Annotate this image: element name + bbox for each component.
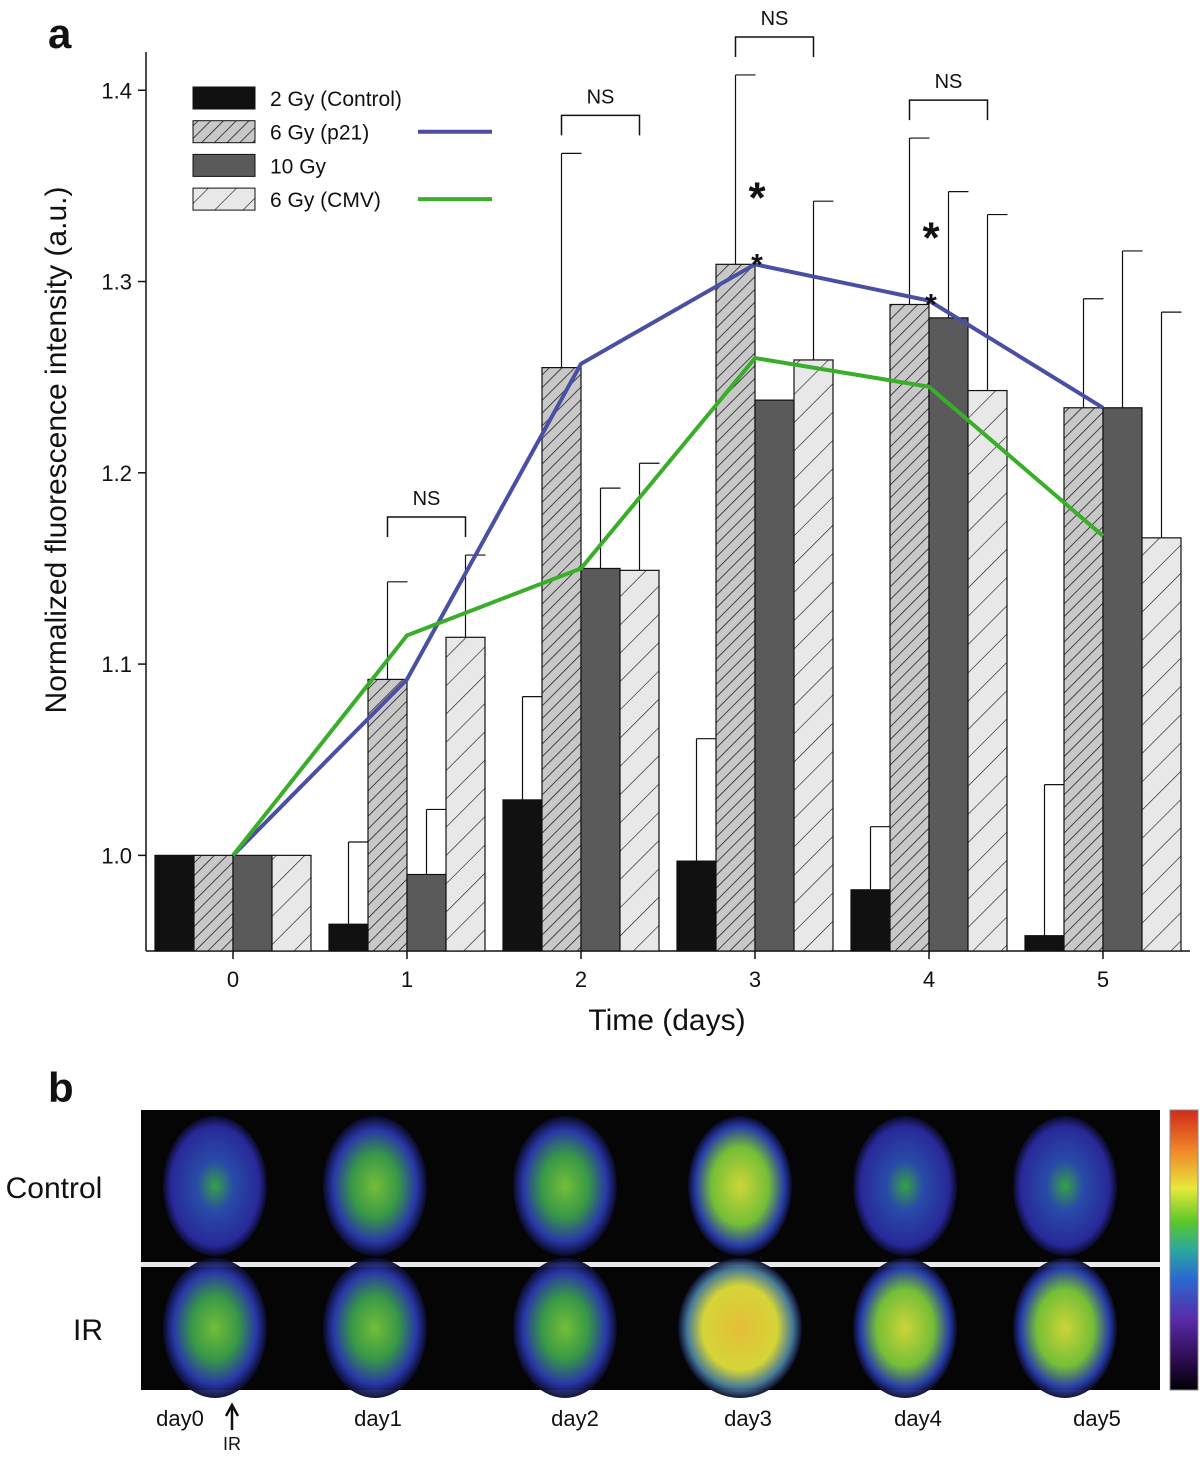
ns-bracket: [560, 114, 641, 136]
ir-arrow: [224, 1402, 240, 1430]
legend-label: 2 Gy (Control): [270, 88, 402, 111]
day-label: day1: [354, 1406, 402, 1431]
ns-label: NS: [761, 8, 789, 30]
image-divider: [141, 1262, 1160, 1267]
legend-label: 10 Gy: [270, 155, 327, 178]
x-tick-label: 0: [227, 967, 239, 992]
bar: [541, 367, 582, 952]
image-cell: [853, 1258, 957, 1398]
legend-swatch: [192, 86, 256, 110]
ns-label: NS: [935, 71, 963, 93]
bar: [889, 303, 930, 952]
significance-star: *: [748, 173, 766, 222]
legend-swatch: [192, 120, 256, 144]
legend-swatch: [192, 187, 256, 211]
y-tick-label: 1.2: [101, 461, 132, 486]
colorbar: [1169, 1109, 1199, 1391]
bar: [754, 399, 795, 952]
image-cell: [323, 1258, 427, 1398]
image-cell: [853, 1116, 957, 1256]
legend-swatch: [192, 153, 256, 177]
bar: [445, 636, 486, 952]
day-label: day4: [894, 1406, 942, 1431]
image-cell: [678, 1258, 802, 1398]
bar: [154, 854, 195, 952]
y-tick-label: 1.4: [101, 78, 132, 103]
bar: [793, 359, 834, 952]
day-label: day5: [1073, 1406, 1121, 1431]
bar: [1063, 407, 1104, 952]
bar: [1102, 407, 1143, 952]
image-cell: [513, 1258, 617, 1398]
bar: [850, 889, 891, 952]
image-cell: [323, 1116, 427, 1256]
y-tick-label: 1.0: [101, 843, 132, 868]
day-label: day3: [724, 1406, 772, 1431]
panel-label: a: [48, 10, 72, 57]
bar: [232, 854, 273, 952]
bar: [676, 860, 717, 952]
bar: [967, 389, 1008, 952]
x-tick-label: 1: [401, 967, 413, 992]
bar: [406, 873, 447, 952]
day-label: day0: [156, 1406, 204, 1431]
bar: [580, 567, 621, 952]
panel-label: b: [48, 1064, 74, 1111]
y-tick-label: 1.1: [101, 652, 132, 677]
significance-star: *: [751, 248, 763, 281]
row-label: IR: [73, 1314, 103, 1347]
image-cell: [163, 1116, 267, 1256]
image-cell: [163, 1258, 267, 1398]
ns-label: NS: [413, 488, 441, 510]
y-tick-label: 1.3: [101, 270, 132, 295]
trend-line: [231, 355, 1105, 857]
x-axis-title: Time (days): [588, 1004, 745, 1037]
image-cell: [688, 1116, 792, 1256]
image-cell: [1013, 1258, 1117, 1398]
x-tick-label: 2: [575, 967, 587, 992]
x-tick-label: 3: [749, 967, 761, 992]
ns-bracket: [386, 516, 467, 538]
ns-bracket: [734, 36, 815, 57]
image-cell: [1013, 1116, 1117, 1256]
ns-bracket: [908, 99, 989, 121]
bar: [367, 678, 408, 952]
image-cell: [513, 1116, 617, 1256]
bar: [1141, 537, 1182, 952]
significance-star: *: [925, 288, 937, 321]
bar: [328, 923, 369, 952]
row-label: Control: [6, 1172, 103, 1205]
significance-star: *: [922, 213, 940, 262]
bar: [193, 854, 234, 952]
ns-label: NS: [587, 86, 615, 108]
trend-line: [231, 262, 1105, 857]
x-tick-label: 4: [923, 967, 935, 992]
bar: [271, 854, 312, 952]
legend-label: 6 Gy (CMV): [270, 189, 381, 212]
y-axis-title: Normalized fluorescence intensity (a.u.): [40, 187, 73, 714]
day-label: day2: [551, 1406, 599, 1431]
x-tick-label: 5: [1097, 967, 1109, 992]
arrow-label: IR: [223, 1434, 241, 1454]
bar: [502, 799, 543, 952]
legend-label: 6 Gy (p21): [270, 122, 369, 145]
bar: [619, 569, 660, 952]
image-panel: [141, 1110, 1160, 1390]
bar: [1024, 935, 1065, 952]
